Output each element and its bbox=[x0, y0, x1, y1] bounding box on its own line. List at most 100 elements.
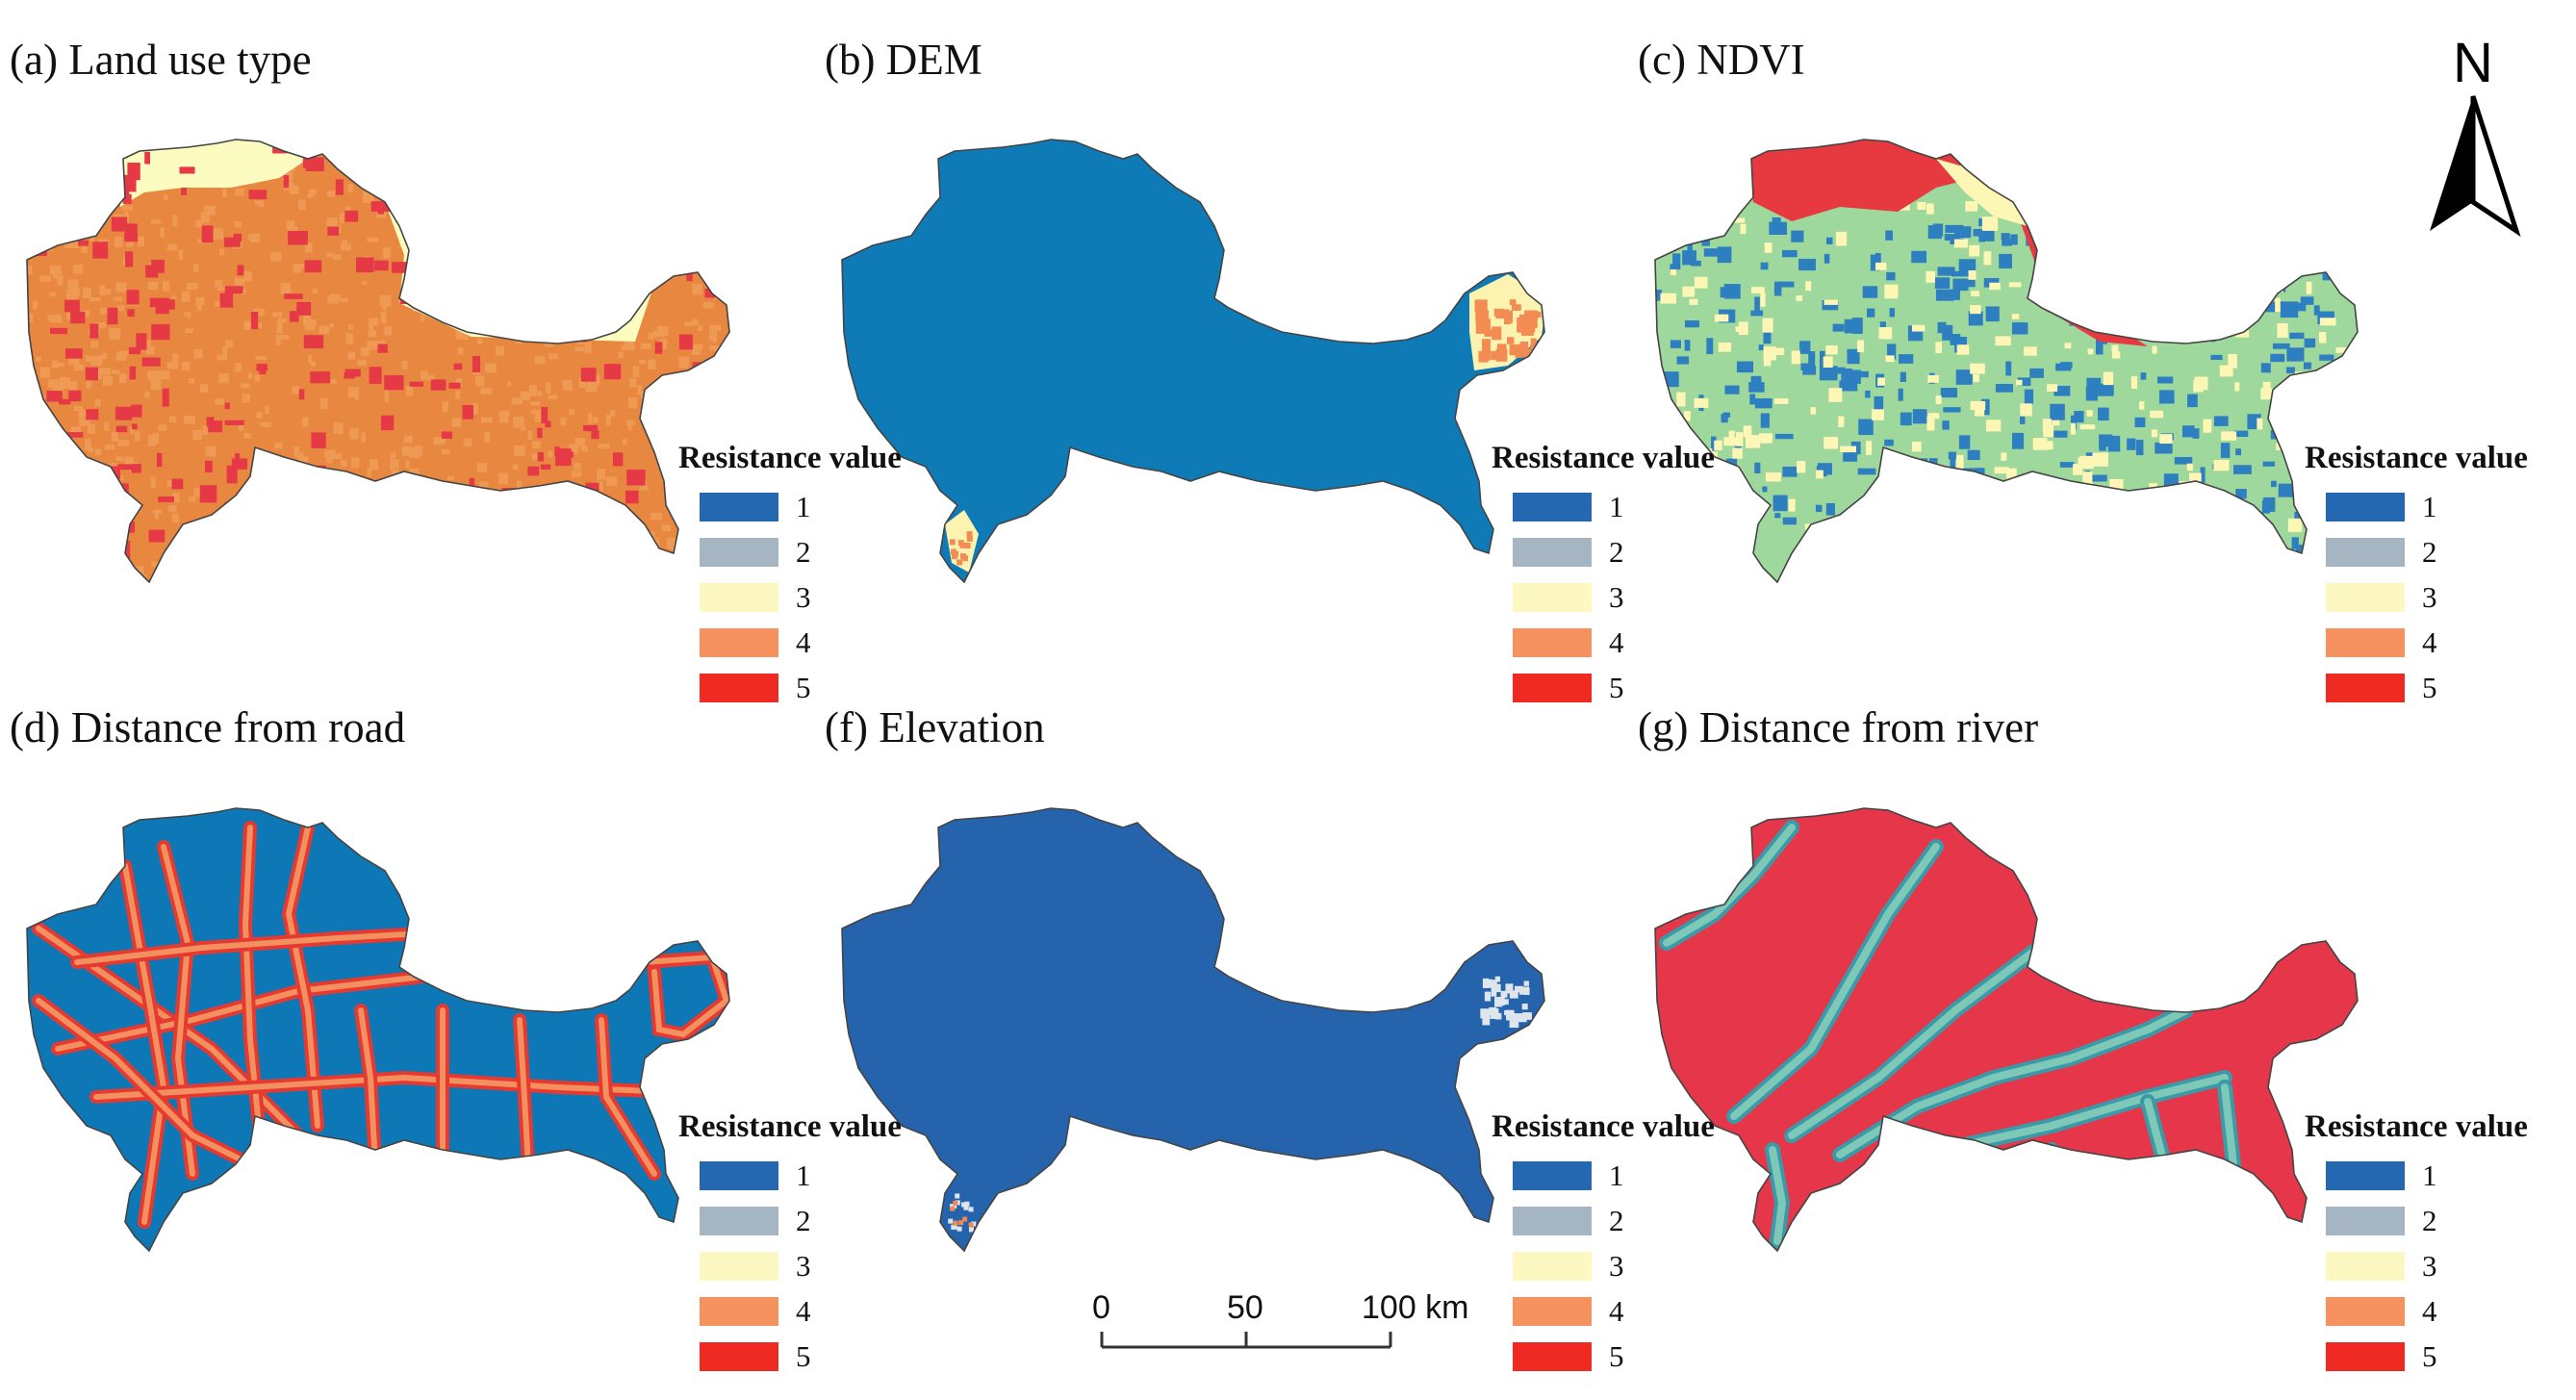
legend-item-3: 3 bbox=[2305, 1243, 2555, 1288]
legend-label: 3 bbox=[2422, 579, 2437, 614]
legend-label: 2 bbox=[1609, 534, 1624, 569]
legend-swatch bbox=[2326, 1206, 2405, 1235]
legend-item-3: 3 bbox=[1492, 574, 1742, 620]
legend-title: Resistance value bbox=[2305, 1109, 2528, 1144]
legend-swatch bbox=[1513, 537, 1592, 567]
north-arrow-icon: N bbox=[2430, 32, 2521, 238]
legend-swatch bbox=[2326, 1341, 2405, 1371]
legend-item-2: 2 bbox=[678, 1198, 929, 1243]
legend-label: 5 bbox=[1609, 670, 1624, 704]
legend-label: 1 bbox=[1609, 489, 1624, 523]
legend-label: 4 bbox=[1609, 624, 1624, 659]
legend-item-5: 5 bbox=[1492, 1334, 1742, 1379]
legend-title: Resistance value bbox=[1492, 1109, 1715, 1144]
legend-label: 5 bbox=[796, 670, 811, 704]
scale-label-0: 0 bbox=[1092, 1289, 1110, 1326]
legend-item-4: 4 bbox=[678, 620, 929, 665]
legend-swatch bbox=[2326, 492, 2405, 522]
legend-item-3: 3 bbox=[2305, 574, 2555, 620]
legend-a: Resistance value 1 2 3 4 5 bbox=[678, 441, 929, 710]
legend-item-3: 3 bbox=[678, 574, 929, 620]
legend-c: Resistance value 1 2 3 4 5 bbox=[2305, 441, 2555, 710]
panel-title-b: (b) DEM bbox=[825, 36, 982, 84]
legend-label: 2 bbox=[796, 534, 811, 569]
legend-label: 3 bbox=[1609, 1248, 1624, 1283]
legend-swatch bbox=[700, 492, 778, 522]
legend-label: 3 bbox=[1609, 579, 1624, 614]
legend-swatch bbox=[2326, 627, 2405, 657]
legend-item-5: 5 bbox=[678, 665, 929, 710]
legend-swatch bbox=[700, 537, 778, 567]
legend-label: 2 bbox=[2422, 534, 2437, 569]
legend-swatch bbox=[700, 1206, 778, 1235]
legend-label: 2 bbox=[796, 1203, 811, 1237]
legend-label: 4 bbox=[796, 1293, 811, 1328]
legend-title: Resistance value bbox=[2305, 441, 2528, 475]
legend-label: 4 bbox=[796, 624, 811, 659]
legend-label: 4 bbox=[2422, 1293, 2437, 1328]
legend-swatch bbox=[1513, 1206, 1592, 1235]
legend-item-1: 1 bbox=[1492, 484, 1742, 529]
scale-label-100km: 100 km bbox=[1362, 1289, 1469, 1326]
panel-title-d: (d) Distance from road bbox=[10, 703, 406, 751]
legend-title: Resistance value bbox=[1492, 441, 1715, 475]
map-ndvi bbox=[1654, 139, 2359, 584]
legend-item-1: 1 bbox=[1492, 1153, 1742, 1198]
legend-label: 3 bbox=[796, 1248, 811, 1283]
legend-item-4: 4 bbox=[1492, 620, 1742, 665]
legend-label: 5 bbox=[796, 1338, 811, 1373]
legend-item-1: 1 bbox=[2305, 484, 2555, 529]
legend-label: 1 bbox=[2422, 489, 2437, 523]
legend-item-4: 4 bbox=[2305, 620, 2555, 665]
scale-bar bbox=[1100, 1332, 1392, 1349]
legend-title: Resistance value bbox=[678, 1109, 902, 1144]
legend-swatch bbox=[2326, 1251, 2405, 1281]
legend-label: 1 bbox=[1609, 1158, 1624, 1192]
legend-item-2: 2 bbox=[678, 529, 929, 574]
legend-item-4: 4 bbox=[1492, 1288, 1742, 1334]
panel-title-f: (f) Elevation bbox=[825, 703, 1045, 751]
legend-swatch bbox=[1513, 582, 1592, 612]
legend-swatch bbox=[700, 582, 778, 612]
legend-item-1: 1 bbox=[2305, 1153, 2555, 1198]
legend-item-3: 3 bbox=[1492, 1243, 1742, 1288]
legend-label: 4 bbox=[1609, 1293, 1624, 1328]
legend-item-1: 1 bbox=[678, 484, 929, 529]
legend-swatch bbox=[1513, 673, 1592, 702]
legend-swatch bbox=[2326, 1160, 2405, 1190]
legend-item-2: 2 bbox=[2305, 529, 2555, 574]
panel-title-g: (g) Distance from river bbox=[1638, 703, 2039, 751]
legend-item-5: 5 bbox=[678, 1334, 929, 1379]
legend-swatch bbox=[2326, 1296, 2405, 1326]
legend-label: 5 bbox=[1609, 1338, 1624, 1373]
legend-label: 1 bbox=[796, 1158, 811, 1192]
legend-label: 1 bbox=[796, 489, 811, 523]
legend-d: Resistance value 1 2 3 4 5 bbox=[678, 1109, 929, 1379]
legend-title: Resistance value bbox=[678, 441, 902, 475]
legend-swatch bbox=[700, 1296, 778, 1326]
map-land-use-type bbox=[26, 139, 730, 584]
legend-swatch bbox=[700, 673, 778, 702]
legend-swatch bbox=[700, 1341, 778, 1371]
map-elevation bbox=[841, 807, 1545, 1253]
legend-swatch bbox=[1513, 627, 1592, 657]
panel-title-a: (a) Land use type bbox=[10, 36, 312, 84]
legend-label: 2 bbox=[2422, 1203, 2437, 1237]
legend-label: 2 bbox=[1609, 1203, 1624, 1237]
legend-f: Resistance value 1 2 3 4 5 bbox=[1492, 1109, 1742, 1379]
legend-swatch bbox=[700, 1160, 778, 1190]
legend-item-2: 2 bbox=[1492, 529, 1742, 574]
legend-swatch bbox=[2326, 537, 2405, 567]
map-dem bbox=[841, 139, 1545, 584]
legend-label: 4 bbox=[2422, 624, 2437, 659]
legend-label: 3 bbox=[796, 579, 811, 614]
legend-item-4: 4 bbox=[678, 1288, 929, 1334]
legend-swatch bbox=[1513, 1251, 1592, 1281]
north-label: N bbox=[2453, 32, 2493, 94]
legend-label: 1 bbox=[2422, 1158, 2437, 1192]
map-distance-from-road bbox=[26, 807, 730, 1253]
legend-b: Resistance value 1 2 3 4 5 bbox=[1492, 441, 1742, 710]
legend-swatch bbox=[1513, 1341, 1592, 1371]
legend-item-5: 5 bbox=[2305, 665, 2555, 710]
